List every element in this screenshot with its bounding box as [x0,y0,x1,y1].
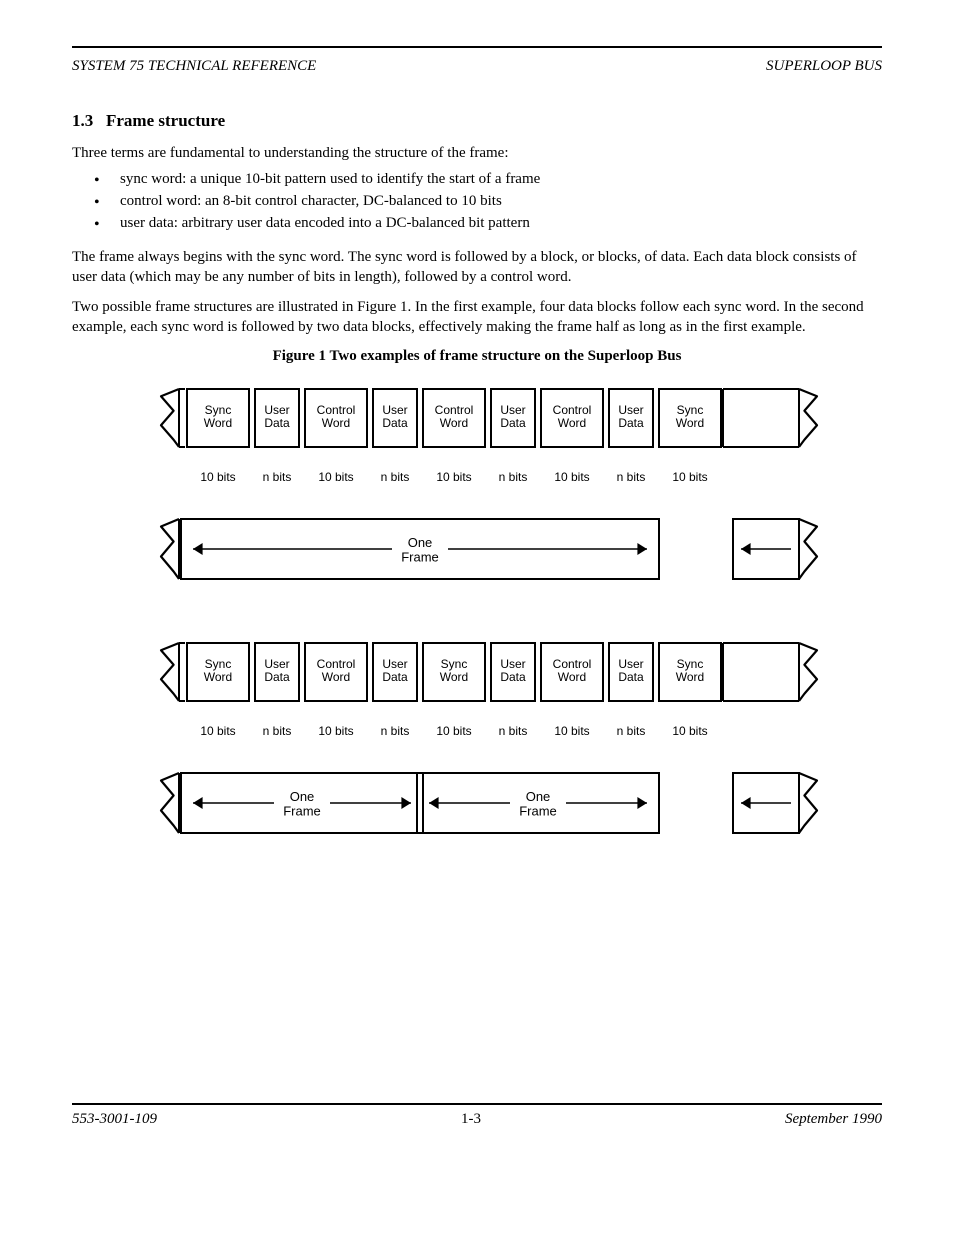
svg-text:UserData: UserData [618,657,644,684]
figure-caption: Figure 1 Two examples of frame structure… [72,348,882,365]
svg-text:n bits: n bits [263,470,292,484]
svg-text:10 bits: 10 bits [200,724,235,738]
svg-text:10 bits: 10 bits [436,470,471,484]
footer-left: 553-3001-109 [72,1111,157,1128]
svg-text:UserData: UserData [264,657,290,684]
svg-text:ControlWord: ControlWord [553,657,592,684]
intro-paragraph: Three terms are fundamental to understan… [72,143,882,163]
svg-text:n bits: n bits [617,470,646,484]
svg-text:10 bits: 10 bits [318,470,353,484]
section-heading: Frame structure [106,111,225,130]
footer-right: September 1990 [785,1111,882,1128]
svg-text:ControlWord: ControlWord [435,403,474,430]
svg-text:n bits: n bits [263,724,292,738]
svg-text:10 bits: 10 bits [436,724,471,738]
top-rule [72,46,882,48]
svg-text:n bits: n bits [499,470,528,484]
header-right: SUPERLOOP BUS [766,58,882,75]
svg-text:ControlWord: ControlWord [317,657,356,684]
list-item: user data: arbitrary user data encoded i… [72,213,882,235]
svg-text:SyncWord: SyncWord [676,657,704,684]
svg-text:SyncWord: SyncWord [204,403,232,430]
section-title: 1.3 Frame structure [72,111,882,131]
paragraph: Two possible frame structures are illust… [72,297,882,338]
svg-text:10 bits: 10 bits [200,470,235,484]
svg-text:UserData: UserData [500,403,526,430]
svg-text:10 bits: 10 bits [554,724,589,738]
svg-text:10 bits: 10 bits [672,470,707,484]
svg-text:ControlWord: ControlWord [317,403,356,430]
svg-text:SyncWord: SyncWord [440,657,468,684]
svg-text:ControlWord: ControlWord [553,403,592,430]
svg-text:10 bits: 10 bits [318,724,353,738]
list-item: control word: an 8-bit control character… [72,191,882,213]
running-header: SYSTEM 75 TECHNICAL REFERENCE SUPERLOOP … [72,58,882,75]
svg-text:SyncWord: SyncWord [676,403,704,430]
svg-text:n bits: n bits [381,470,410,484]
svg-text:n bits: n bits [381,724,410,738]
paragraph: The frame always begins with the sync wo… [72,247,882,288]
svg-text:10 bits: 10 bits [554,470,589,484]
svg-text:10 bits: 10 bits [672,724,707,738]
frame-diagram: SyncWord UserData ControlWord UserData Contr… [133,383,821,843]
svg-text:UserData: UserData [618,403,644,430]
svg-text:UserData: UserData [264,403,290,430]
bottom-rule [72,1103,882,1105]
svg-text:UserData: UserData [382,657,408,684]
svg-text:SyncWord: SyncWord [204,657,232,684]
svg-text:UserData: UserData [500,657,526,684]
term-list: sync word: a unique 10-bit pattern used … [72,169,882,234]
footer: 553-3001-109 1-3 September 1990 [72,1111,882,1128]
section-number: 1.3 [72,111,93,130]
svg-text:n bits: n bits [499,724,528,738]
footer-center: 1-3 [461,1111,481,1128]
list-item: sync word: a unique 10-bit pattern used … [72,169,882,191]
svg-text:UserData: UserData [382,403,408,430]
header-left: SYSTEM 75 TECHNICAL REFERENCE [72,58,316,75]
svg-text:n bits: n bits [617,724,646,738]
body-text: Three terms are fundamental to understan… [72,143,882,338]
figure: Figure 1 Two examples of frame structure… [72,348,882,843]
